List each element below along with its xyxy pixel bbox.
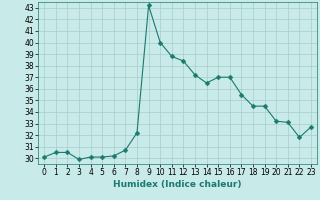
- X-axis label: Humidex (Indice chaleur): Humidex (Indice chaleur): [113, 180, 242, 189]
